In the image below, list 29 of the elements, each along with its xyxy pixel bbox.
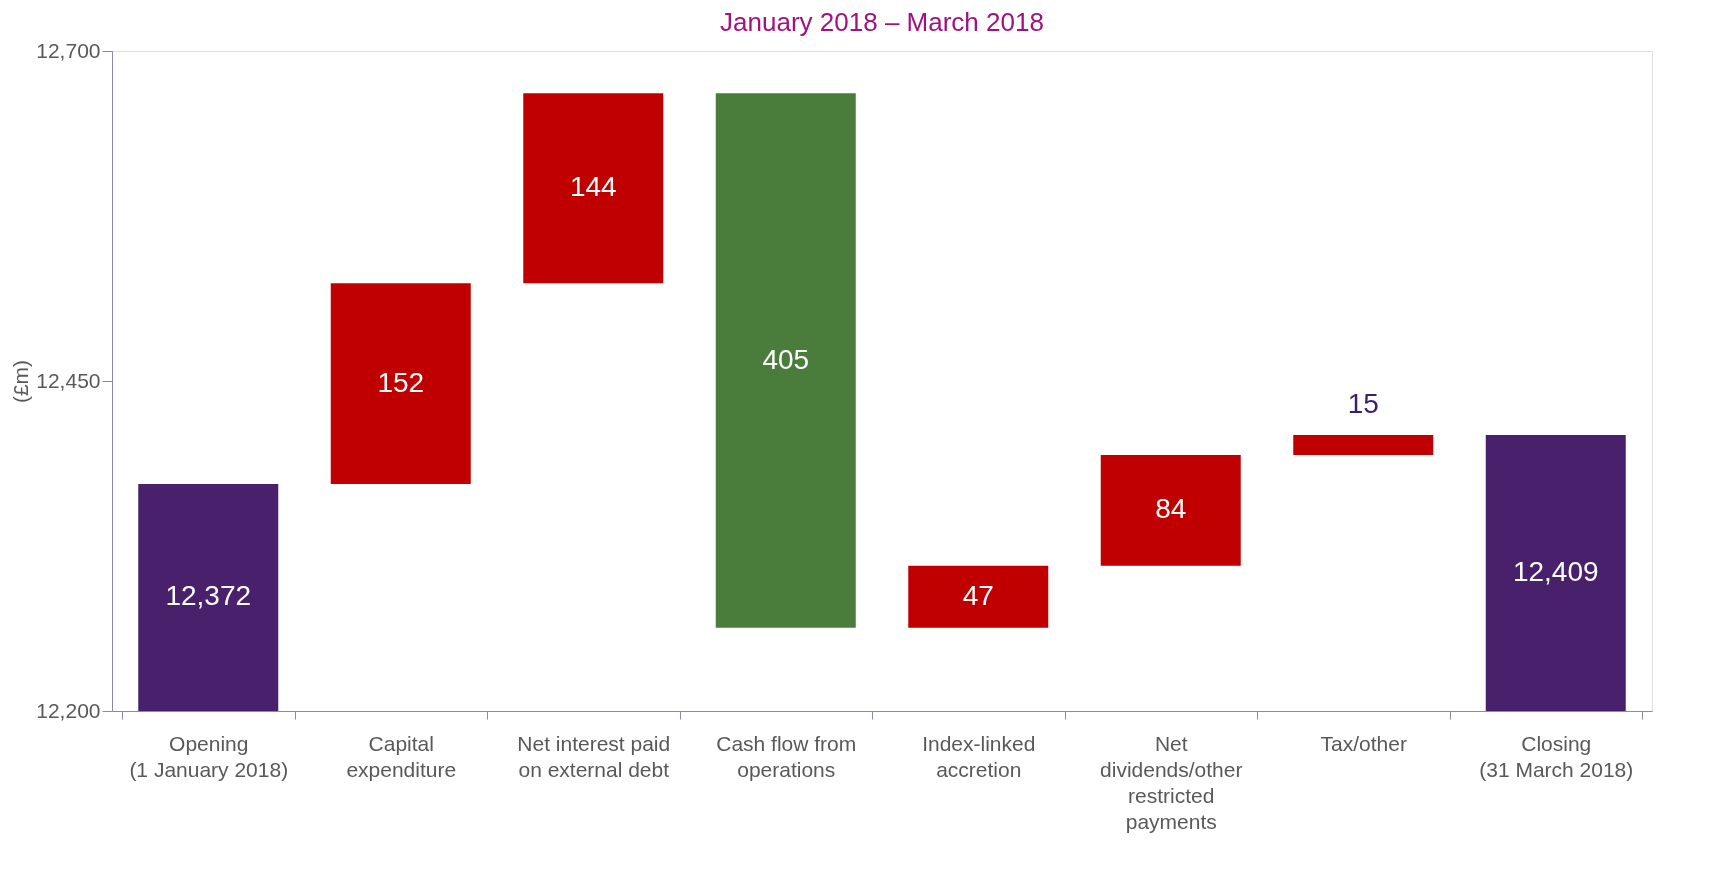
bar — [138, 483, 279, 711]
x-tick-label: Closing (31 March 2018) — [1479, 731, 1634, 781]
x-tick-label: Tax/other — [1320, 731, 1407, 755]
x-tick-label: Capital expenditure — [346, 731, 457, 781]
data-label: 47 — [962, 579, 994, 611]
x-tick-label: Net dividends/other restricted payments — [1100, 731, 1243, 833]
y-tick-label: 12,450 — [36, 368, 101, 392]
bar — [1293, 435, 1434, 455]
data-label: 15 — [1347, 388, 1379, 420]
data-label: 152 — [377, 366, 425, 398]
x-tick-label: Net interest paid on external debt — [517, 731, 671, 781]
data-label: 12,409 — [1512, 556, 1599, 588]
data-label: 144 — [569, 171, 617, 203]
y-tick-label: 12,200 — [36, 698, 101, 722]
bar — [523, 93, 664, 284]
x-tick-label: Index-linked accretion — [922, 731, 1036, 781]
y-axis-title: (£m) — [9, 359, 33, 404]
bar — [908, 565, 1049, 628]
bar — [1485, 435, 1626, 711]
bar — [330, 283, 471, 484]
x-tick-label: Cash flow from operations — [716, 731, 857, 781]
bar — [1100, 454, 1241, 566]
data-label: 405 — [762, 343, 810, 375]
y-tick-label: 12,700 — [36, 38, 101, 62]
data-label: 12,372 — [165, 580, 252, 612]
data-label: 84 — [1155, 493, 1187, 525]
bar — [715, 93, 856, 628]
x-tick-label: Opening (1 January 2018) — [129, 731, 289, 781]
chart-title: January 2018 – March 2018 — [720, 7, 1044, 37]
